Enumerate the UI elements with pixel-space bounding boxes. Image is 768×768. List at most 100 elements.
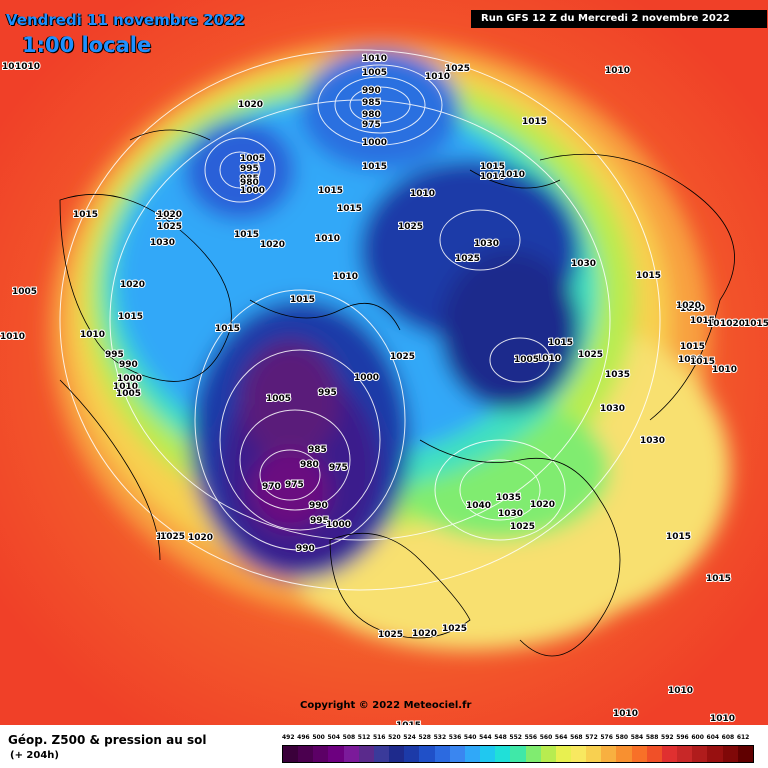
isobar-pressure-label: 985	[362, 98, 381, 108]
color-scale-swatch	[570, 746, 587, 762]
isobar-pressure-label: 1015	[690, 357, 715, 367]
color-scale-swatch	[283, 746, 299, 762]
color-scale-swatch	[586, 746, 602, 762]
isobar-pressure-label: 1005	[514, 355, 539, 365]
color-scale-value: 544	[479, 734, 492, 741]
isobar-pressure-label: 1025	[445, 64, 470, 74]
color-scale	[282, 745, 754, 763]
color-scale-value: 500	[312, 734, 325, 741]
isobar-pressure-label: 1015	[680, 342, 705, 352]
color-scale-value: 576	[600, 734, 613, 741]
isobar-pressure-label: 985	[240, 174, 259, 184]
isobar-pressure-label: 1010	[410, 189, 435, 199]
geopotential-map: 1010101010059909859809751000102010251010…	[0, 0, 768, 725]
color-scale-swatch	[737, 746, 753, 762]
color-scale-value: 532	[433, 734, 447, 741]
isobar-pressure-label: 1010	[710, 714, 735, 724]
isobar-pressure-label: 1015	[337, 204, 362, 214]
color-scale-value: 552	[509, 734, 522, 741]
isobar-pressure-label: 980	[362, 110, 381, 120]
isobar-contours	[59, 49, 661, 591]
isobar-pressure-label: 1010	[425, 72, 450, 82]
color-scale-value: 556	[524, 734, 538, 741]
isobar-pressure-label: 1030	[600, 404, 625, 414]
color-scale-swatch	[480, 746, 496, 762]
color-scale-value: 504	[327, 734, 340, 741]
isobar-pressure-label: 995	[105, 350, 124, 360]
isobar-pressure-label: 1005	[240, 154, 265, 164]
color-scale-swatch	[404, 746, 420, 762]
color-scale-swatch	[373, 746, 390, 762]
isobar-pressure-label: 1025	[510, 522, 535, 532]
isobar-pressure-label: 1015	[690, 316, 715, 326]
isobar-pressure-label: 1010	[605, 66, 630, 76]
color-scale-swatch	[419, 746, 435, 762]
legend-subtitle: (+ 204h)	[10, 750, 59, 761]
color-scale-value: 492	[282, 734, 295, 741]
isobar-pressure-label: 1015	[744, 319, 768, 329]
isobar-pressure-label: 1025	[390, 352, 415, 362]
color-scale-swatch	[389, 746, 405, 762]
color-scale-swatch	[313, 746, 329, 762]
isobar-pressure-label: 1030	[150, 238, 175, 248]
isobar-pressure-label: 1000	[240, 186, 265, 196]
color-scale-swatch	[631, 746, 647, 762]
isobar-pressure-label: 1010	[0, 332, 25, 342]
color-scale-value: 508	[342, 734, 356, 741]
isobar-pressure-label: 1020	[260, 240, 285, 250]
isobar-pressure-label: 1005	[266, 394, 291, 404]
coastlines	[59, 129, 735, 657]
copyright-notice: Copyright © 2022 Meteociel.fr	[300, 700, 472, 711]
isobar-pressure-label: 1010	[333, 272, 358, 282]
color-scale-swatch	[555, 746, 571, 762]
isobar-pressure-label: 1010	[712, 365, 737, 375]
isobar-pressure-label: 1015	[234, 230, 259, 240]
isobar-pressure-label: 1010	[315, 234, 340, 244]
model-run-label: Run GFS 12 Z du Mercredi 2 novembre 2022	[471, 10, 767, 28]
color-scale-swatch	[328, 746, 344, 762]
color-scale-swatch	[616, 746, 632, 762]
color-scale-value: 540	[463, 734, 477, 741]
isobar-pressure-label: 1035	[496, 493, 521, 503]
isobar-pressure-label: 1010	[500, 170, 525, 180]
isobar-pressure-label: 1020	[238, 100, 263, 110]
color-scale-swatch	[677, 746, 693, 762]
isobar-pressure-label: 1025	[398, 222, 423, 232]
color-scale-swatch	[646, 746, 662, 762]
color-scale-swatch	[298, 746, 314, 762]
isobar-pressure-label: 995	[318, 388, 337, 398]
color-scale-swatch	[692, 746, 708, 762]
isobar-pressure-label: 975	[362, 120, 381, 130]
isobar-pressure-label: 1010	[613, 709, 638, 719]
color-scale-value: 564	[554, 734, 568, 741]
color-scale-value: 528	[418, 734, 431, 741]
color-scale-swatch	[464, 746, 481, 762]
isobar-pressure-label: 1020	[412, 629, 437, 639]
color-scale-value: 592	[661, 734, 674, 741]
color-scale-swatch	[525, 746, 541, 762]
isobar-pressure-label: 1005	[362, 68, 387, 78]
isobar-pressure-label: 1015	[548, 338, 573, 348]
isobar-pressure-label: 1015	[156, 532, 181, 542]
color-scale-value: 568	[570, 734, 583, 741]
color-scale-value: 536	[448, 734, 462, 741]
isobar-pressure-label: 1020	[120, 280, 145, 290]
color-scale-swatch	[601, 746, 617, 762]
color-scale-swatch	[449, 746, 465, 762]
isobar-pressure-label: 1000	[354, 373, 379, 383]
isobar-pressure-label: 1015	[706, 574, 731, 584]
isobar-pressure-label: 1025	[157, 222, 182, 232]
isobar-pressure-label: 1015	[290, 295, 315, 305]
isobar-pressure-label: 1005	[12, 287, 37, 297]
color-scale-swatch	[358, 746, 374, 762]
color-scale-value: 572	[585, 734, 598, 741]
isobar-pressure-label: 1030	[474, 239, 499, 249]
isobar-pressure-label: 1035	[605, 370, 630, 380]
color-scale-value: 496	[297, 734, 310, 741]
color-scale-value: 524	[403, 734, 416, 741]
isobar-pressure-label: 1015	[318, 186, 343, 196]
isobar-pressure-label: 980	[240, 178, 259, 188]
color-scale-value: 588	[645, 734, 659, 741]
isobar-pressure-label: 990	[296, 544, 315, 554]
color-scale-value: 520	[388, 734, 401, 741]
